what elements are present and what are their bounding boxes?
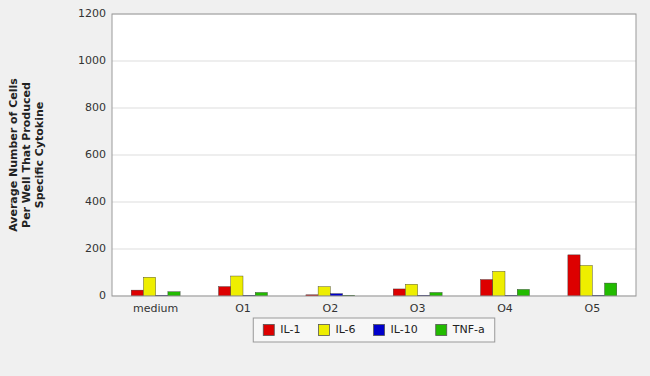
y-tick-label: 400 [85,195,106,208]
legend-label: TNF-a [452,323,485,336]
chart: 0 200 400 600 800 1000 1200 Average Number of C… [0,0,650,376]
bar [517,289,529,296]
x-tick-label: O5 [584,302,600,315]
grid-line [112,155,636,156]
bar [318,287,330,296]
y-axis-label-line: Per Well That Produced [20,82,33,228]
legend-swatch [374,325,385,336]
legend: IL-1 IL-6 IL-10 TNF-a [253,318,494,342]
bar [168,292,180,296]
legend-swatch [263,325,274,336]
legend-swatch [318,325,329,336]
bar [219,287,231,296]
bar [568,255,580,296]
bar [143,277,155,296]
x-tick-label: medium [133,302,178,315]
legend-box [253,318,494,342]
grid-line [112,61,636,62]
y-tick-label: 0 [99,289,106,302]
grid-line [112,249,636,250]
bar [430,292,442,296]
bar [405,284,417,296]
grid-line [112,202,636,203]
bar [605,283,617,296]
grid-line [112,108,636,109]
plot-frame [112,14,636,296]
y-tick-label: 1000 [78,54,106,67]
bar [481,280,493,296]
y-tick-label: 1200 [78,7,106,20]
legend-label: IL-10 [391,323,418,336]
bar [580,265,592,296]
legend-swatch [436,325,447,336]
legend-label: IL-1 [280,323,300,336]
y-axis-label-line: Specific Cytokine [33,102,46,209]
bars [131,255,617,296]
bar [231,276,243,296]
y-tick-label: 200 [85,242,106,255]
x-tick-label: O2 [322,302,338,315]
y-tick-label: 600 [85,148,106,161]
bar [131,290,143,296]
bar [493,271,505,296]
x-tick-label: O1 [235,302,251,315]
x-tick-label: O4 [497,302,513,315]
y-axis-label: Average Number of CellsPer Well That Pro… [7,78,46,232]
legend-label: IL-6 [335,323,355,336]
bar [255,292,267,296]
y-tick-label: 800 [85,101,106,114]
bar [393,289,405,296]
plot-area [112,14,636,296]
y-axis-label-line: Average Number of Cells [7,78,20,232]
x-tick-label: O3 [410,302,426,315]
